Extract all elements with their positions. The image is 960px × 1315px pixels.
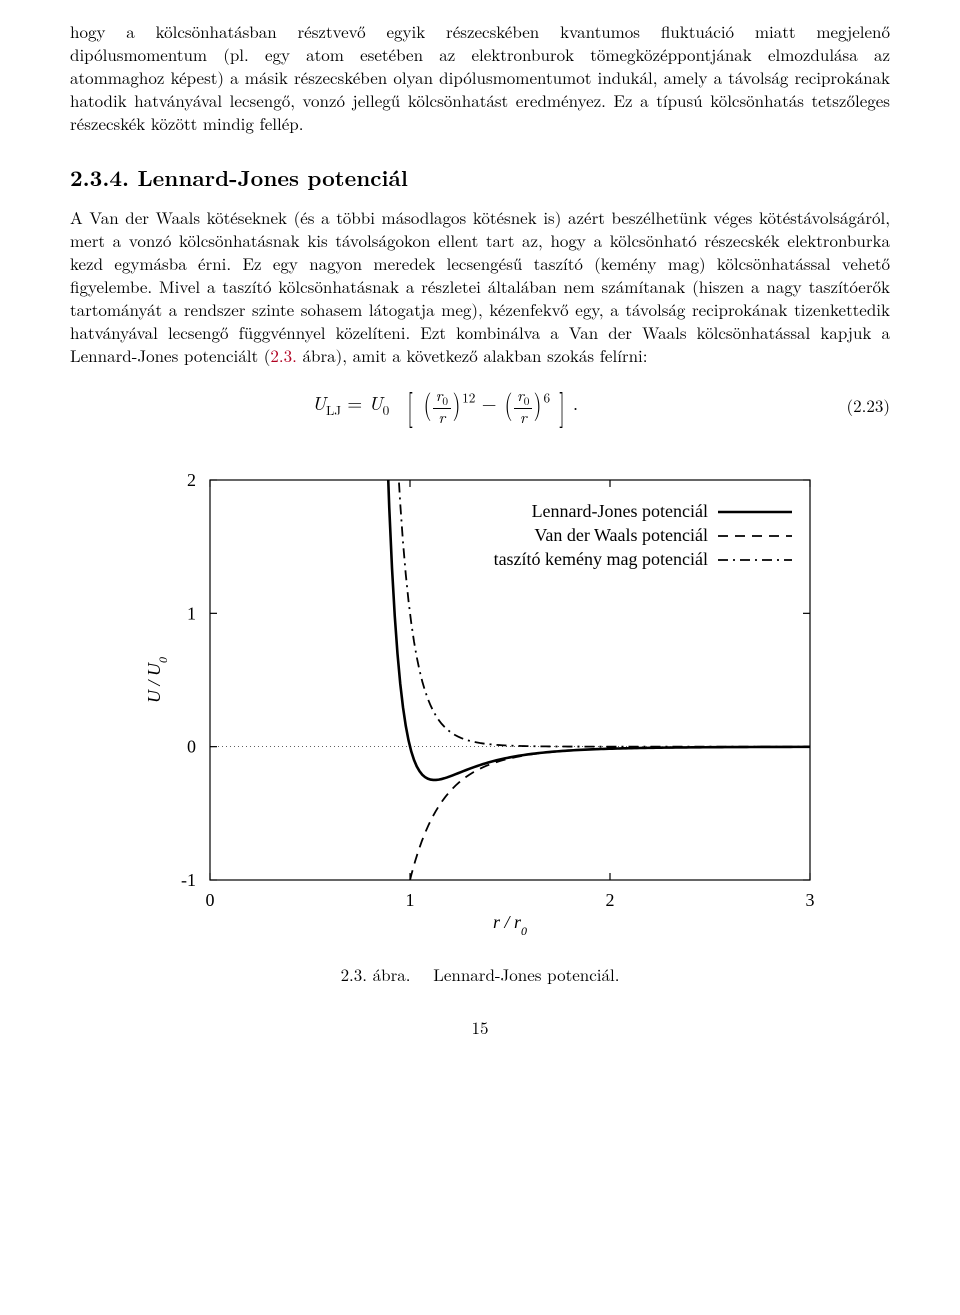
svg-text:2: 2 bbox=[187, 470, 196, 490]
eq-frac2-den: r bbox=[514, 409, 532, 425]
eq-frac2-num-r: r bbox=[517, 383, 524, 406]
svg-text:taszító kemény mag potenciál: taszító kemény mag potenciál bbox=[494, 549, 708, 569]
svg-text:3: 3 bbox=[806, 890, 815, 910]
eq-U0: U bbox=[369, 389, 383, 416]
svg-text:0: 0 bbox=[206, 890, 215, 910]
figure-ref: 2.3. bbox=[270, 343, 296, 367]
eq-minus: − bbox=[482, 389, 503, 416]
equation: ULJ = U0 [ (r0r)12 − (r0r)6 ] . bbox=[70, 381, 820, 430]
svg-text:Van der Waals potenciál: Van der Waals potenciál bbox=[534, 525, 708, 545]
equation-row: ULJ = U0 [ (r0r)12 − (r0r)6 ] . (2.23) bbox=[70, 381, 890, 430]
section-title: Lennard-Jones potenciál bbox=[137, 162, 407, 193]
svg-text:2: 2 bbox=[606, 890, 615, 910]
svg-text:1: 1 bbox=[187, 603, 196, 623]
svg-text:Lennard-Jones potenciál: Lennard-Jones potenciál bbox=[532, 501, 708, 521]
intro-paragraph: hogy a kölcsönhatásban résztvevő egyik r… bbox=[70, 20, 890, 135]
svg-text:1: 1 bbox=[406, 890, 415, 910]
eq-U: U bbox=[312, 389, 326, 416]
eq-frac1-den: r bbox=[433, 409, 451, 425]
svg-text:-1: -1 bbox=[181, 870, 196, 890]
body-paragraph: A Van der Waals kötéseknek (és a többi m… bbox=[70, 206, 890, 367]
eq-U-sub: LJ bbox=[326, 400, 341, 419]
body-text-b: ábra), amit a következő alakban szokás f… bbox=[297, 343, 648, 367]
figure-lj: 0123-1012r / r0U / U0Lennard-Jones poten… bbox=[70, 460, 890, 986]
page-number: 15 bbox=[70, 1016, 890, 1039]
eq-exp6: 6 bbox=[544, 388, 551, 407]
figure-caption: 2.3. ábra. Lennard-Jones potenciál. bbox=[70, 963, 890, 986]
eq-equals: = bbox=[347, 389, 368, 416]
eq-U0-sub: 0 bbox=[383, 400, 390, 419]
section-number: 2.3.4. bbox=[70, 162, 129, 193]
equation-number: (2.23) bbox=[820, 394, 890, 417]
svg-text:0: 0 bbox=[187, 736, 196, 756]
section-heading: 2.3.4. Lennard-Jones potenciál bbox=[70, 163, 890, 193]
eq-exp12: 12 bbox=[462, 388, 475, 407]
figcap-b: Lennard-Jones potenciál. bbox=[433, 962, 619, 986]
lj-plot-svg: 0123-1012r / r0U / U0Lennard-Jones poten… bbox=[130, 460, 830, 940]
eq-period: . bbox=[573, 389, 578, 416]
figcap-a: 2.3. ábra. bbox=[341, 962, 411, 986]
